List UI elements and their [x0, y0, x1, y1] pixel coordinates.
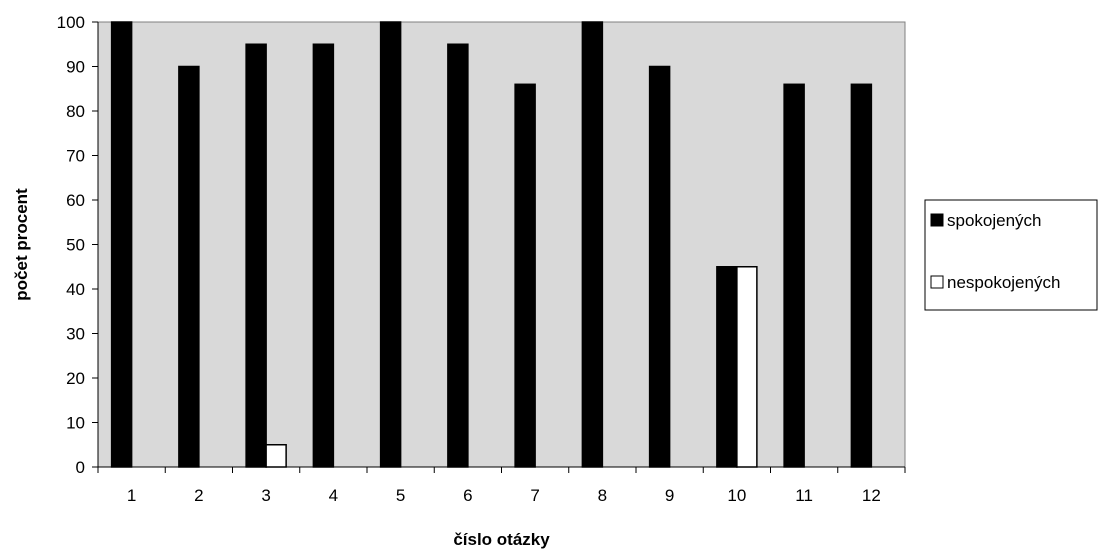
- y-tick-label: 70: [66, 147, 85, 166]
- legend-label-nespokojenych: nespokojených: [947, 273, 1060, 292]
- x-tick-label: 5: [396, 486, 405, 505]
- x-tick-label: 12: [862, 486, 881, 505]
- legend-label-spokojenych: spokojených: [947, 211, 1042, 230]
- x-tick-labels: 1 2 3 4 5 6 7 8 9 10 11 12: [127, 486, 881, 505]
- bar-spokojenych-q2: [178, 65, 200, 468]
- y-tick-label: 40: [66, 280, 85, 299]
- x-tick-label: 9: [665, 486, 674, 505]
- bar-spokojenych-q7: [514, 83, 536, 468]
- bar-nespokojenych-q10: [736, 266, 758, 468]
- y-tick-label: 30: [66, 325, 85, 344]
- bars-group: [110, 21, 873, 468]
- y-tick-label: 10: [66, 414, 85, 433]
- y-axis-title: počet procent: [12, 188, 31, 301]
- axes-group: [92, 21, 906, 473]
- x-tick-label: 6: [463, 486, 472, 505]
- x-tick-label: 4: [329, 486, 338, 505]
- plot-area: [97, 21, 906, 468]
- y-tick-label: 60: [66, 191, 85, 210]
- bar-spokojenych-q12: [850, 83, 873, 468]
- x-tick-label: 1: [127, 486, 136, 505]
- y-tick-label: 80: [66, 102, 85, 121]
- x-tick-label: 11: [795, 486, 813, 505]
- bar-spokojenych-q10: [716, 266, 738, 468]
- x-tick-label: 7: [530, 486, 539, 505]
- x-tick-label: 10: [727, 486, 746, 505]
- y-tick-label: 20: [66, 369, 85, 388]
- legend: spokojených nespokojených: [924, 199, 1098, 311]
- x-axis-title: číslo otázky: [453, 530, 550, 549]
- x-tick-label: 8: [598, 486, 607, 505]
- legend-box: [924, 199, 1098, 311]
- bar-spokojenych-q5: [379, 21, 402, 468]
- bar-spokojenych-q11: [783, 83, 805, 468]
- legend-swatch-nespokojenych: [930, 275, 944, 289]
- y-tick-labels: 0 10 20 30 40 50 60 70 80 90 100: [57, 13, 85, 477]
- bar-spokojenych-q4: [312, 43, 335, 468]
- x-tick-label: 3: [261, 486, 270, 505]
- x-tick-label: 2: [194, 486, 203, 505]
- y-tick-label: 0: [76, 458, 85, 477]
- bar-spokojenych-q6: [447, 43, 469, 468]
- bar-spokojenych-q8: [581, 21, 604, 468]
- bar-spokojenych-q3: [245, 43, 267, 468]
- y-tick-label: 100: [57, 13, 85, 32]
- y-tick-label: 90: [66, 58, 85, 77]
- bar-spokojenych-q9: [648, 65, 671, 468]
- legend-swatch-spokojenych: [930, 213, 944, 227]
- bar-nespokojenych-q3: [265, 444, 287, 468]
- bar-spokojenych-q1: [110, 21, 133, 468]
- y-tick-label: 50: [66, 236, 85, 255]
